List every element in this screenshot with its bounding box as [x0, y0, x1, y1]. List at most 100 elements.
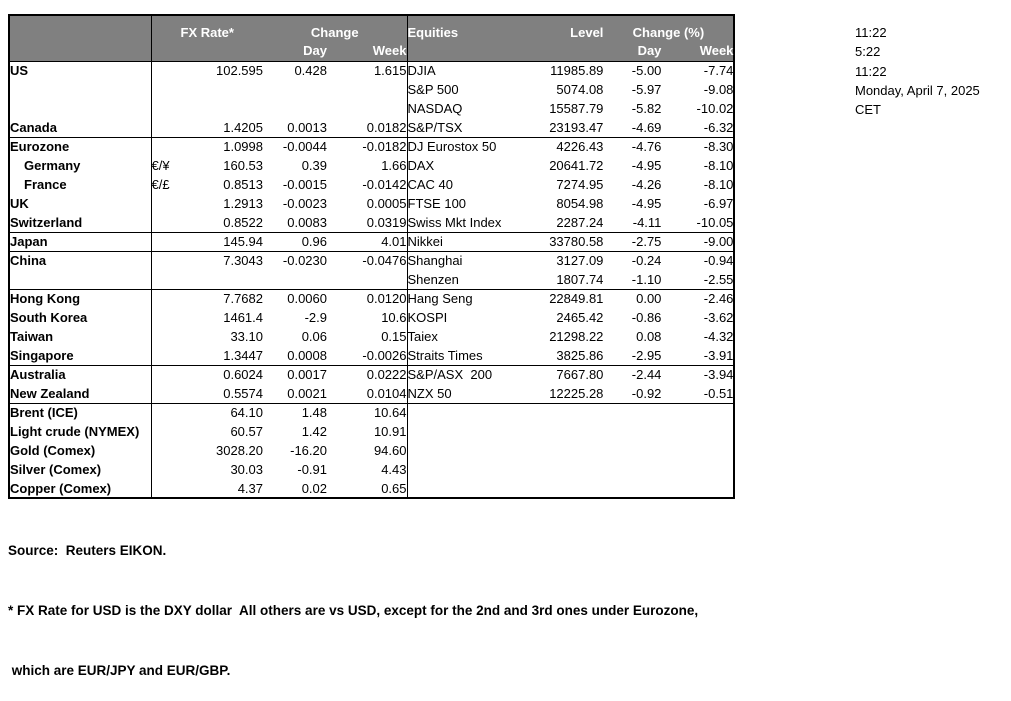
fx-rate-cell: 64.10 — [175, 402, 263, 422]
equity-level-cell: 7274.95 — [556, 177, 604, 192]
fx-rate-cell: 3028.20 — [216, 443, 263, 458]
equity-week-cell: -8.10 — [703, 158, 734, 173]
fx-rate-header: FX Rate* — [151, 15, 263, 41]
fx-rate-cell: 160.53 — [223, 158, 263, 173]
fx-rate-cell: 0.8513 — [223, 177, 263, 192]
equity-level-cell — [501, 460, 603, 479]
fx-week-cell: 1.615 — [327, 61, 408, 80]
country-label-cell — [9, 270, 152, 289]
equity-label-cell: NZX 50 — [407, 385, 452, 401]
equity-day-cell: -5.00 — [631, 63, 662, 79]
table-row: Brent (ICE) 64.10 1.48 10.64 — [9, 402, 735, 422]
equity-label-cell: Shanghai — [407, 250, 502, 270]
fx-day-cell — [263, 99, 327, 118]
fx-week-cell: 0.15 — [327, 327, 408, 346]
equity-week-cell — [661, 460, 734, 479]
fx-week-cell: 10.6 — [327, 308, 408, 327]
equity-label-cell: FTSE 100 — [407, 196, 467, 211]
fx-week-cell: 4.43 — [327, 460, 408, 479]
equity-week-cell: -10.02 — [696, 101, 734, 116]
fx-day-cell: 0.0008 — [287, 347, 327, 363]
fx-day-cell: 1.48 — [263, 402, 327, 422]
equity-level-cell: 2287.24 — [556, 214, 604, 230]
equity-day-cell — [603, 479, 661, 498]
equity-level-cell: 22849.81 — [501, 288, 604, 308]
clock-line: 5:22 — [855, 44, 881, 60]
table-row: NASDAQ 15587.79 -5.82 -10.02 — [9, 99, 734, 118]
equity-level-cell: 15587.79 — [549, 101, 604, 116]
equity-day-cell: -4.76 — [603, 136, 662, 156]
table-row: Hong Kong 7.7682 0.0060 0.0120 Hang Seng… — [9, 288, 735, 308]
clock-times: 11:22 5:22 11:22 Monday, April 7, 2025 C… — [855, 23, 980, 119]
equity-week-cell: -7.74 — [703, 63, 734, 79]
equity-day-cell — [603, 402, 662, 422]
fx-pair-cell — [151, 61, 175, 80]
equity-label-cell: Shenzen — [407, 271, 459, 287]
equity-week-cell: -6.97 — [703, 196, 734, 211]
fx-day-cell: 1.42 — [301, 424, 327, 439]
equity-level-cell — [501, 402, 604, 422]
country-label-cell: Taiwan — [9, 327, 152, 346]
equity-week-cell: -9.08 — [703, 82, 734, 97]
fx-footnote-line1: * FX Rate for USD is the DXY dollar All … — [8, 603, 699, 618]
fx-rate-cell: 7.7682 — [175, 288, 263, 308]
fx-day-cell: -0.0015 — [282, 177, 327, 192]
fx-rate-cell: 30.03 — [230, 462, 263, 477]
equity-level-cell — [501, 422, 603, 441]
country-label-cell: Hong Kong — [9, 288, 152, 308]
fx-week-cell: 0.65 — [327, 479, 408, 498]
fx-week-cell: 94.60 — [327, 441, 408, 460]
equity-level-cell: 8054.98 — [556, 196, 604, 211]
fx-rate-cell — [175, 80, 263, 99]
equity-week-cell: -10.05 — [696, 214, 734, 230]
fx-day-cell: 0.39 — [301, 158, 327, 173]
fx-week-cell: 4.01 — [327, 231, 408, 251]
equity-label-cell — [407, 402, 502, 422]
equity-level-cell: 3825.86 — [556, 347, 604, 363]
fx-week-cell: -0.0182 — [327, 136, 408, 156]
country-label-cell: Silver (Comex) — [9, 460, 152, 479]
country-label-cell: Copper (Comex) — [9, 479, 152, 498]
date-line: Monday, April 7, 2025 — [855, 82, 980, 98]
clock-line: 11:22 — [855, 25, 887, 40]
equity-day-cell: 0.00 — [603, 288, 662, 308]
equity-label-cell: Taiex — [407, 329, 438, 344]
fx-rate-cell — [175, 99, 263, 118]
fx-day-cell: -0.0230 — [263, 250, 327, 270]
table-row: UK 1.2913 -0.0023 0.0005 FTSE 100 8054.9… — [9, 194, 734, 213]
fx-rate-cell: 145.94 — [175, 231, 263, 251]
fx-rate-cell: 1.3447 — [223, 347, 263, 363]
country-label-cell: Japan — [9, 231, 152, 251]
equity-week-cell — [661, 422, 734, 441]
fx-rate-cell: 60.57 — [230, 424, 263, 439]
table-row: Australia 0.6024 0.0017 0.0222 S&P/ASX 2… — [9, 364, 735, 384]
equity-level-cell: 20641.72 — [549, 158, 604, 173]
equity-week-cell: -4.32 — [703, 329, 734, 344]
table-row: France €/£ 0.8513 -0.0015 -0.0142 CAC 40… — [9, 175, 734, 194]
fx-rate-cell: 1.4205 — [223, 119, 263, 135]
fx-week-cell: 0.0319 — [327, 213, 408, 232]
country-label-cell: Brent (ICE) — [9, 402, 152, 422]
country-label-cell: Light crude (NYMEX) — [9, 422, 152, 441]
equity-level-cell: 11985.89 — [550, 63, 604, 79]
equity-day-cell — [603, 422, 661, 441]
fx-day-cell: -2.9 — [304, 310, 327, 325]
fx-rate-cell: 0.8522 — [223, 214, 263, 230]
fx-rate-cell: 102.595 — [216, 63, 263, 79]
corner-cell — [9, 15, 152, 41]
fx-week-cell: -0.0476 — [327, 250, 408, 270]
table-row: Canada 1.4205 0.0013 0.0182 S&P/TSX 2319… — [9, 118, 734, 137]
equity-week-cell — [661, 479, 734, 498]
country-label-cell: France — [9, 175, 152, 194]
table-header: FX Rate* Change Equities Level Change (%… — [9, 15, 735, 61]
table-row: Germany €/¥ 160.53 0.39 1.66 DAX 20641.7… — [9, 156, 734, 175]
table-row: US 102.595 0.428 1.615 DJIA 11985.89 -5.… — [9, 61, 734, 80]
fx-rate-cell: 33.10 — [230, 329, 263, 344]
fx-week-cell: -0.0142 — [327, 175, 408, 194]
fx-week-cell: 1.66 — [327, 156, 408, 175]
fx-day-cell: 0.96 — [263, 231, 327, 251]
fx-day-cell: 0.02 — [301, 480, 327, 496]
equity-week-cell: -3.91 — [703, 347, 734, 363]
equity-level-cell: 33780.58 — [501, 231, 604, 251]
fx-day-cell — [263, 80, 327, 99]
